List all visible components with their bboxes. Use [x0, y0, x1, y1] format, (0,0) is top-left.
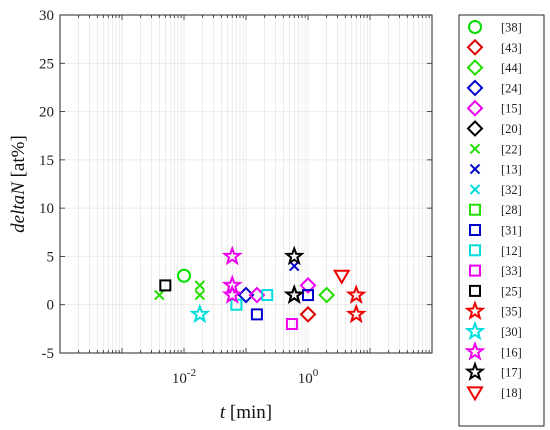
y-tick-label: 10 — [39, 201, 54, 217]
legend-marker — [469, 143, 481, 155]
data-point — [318, 286, 336, 304]
legend-marker — [466, 79, 484, 97]
data-point — [285, 318, 298, 331]
legend-marker — [469, 244, 481, 257]
legend-label: [35] — [501, 305, 522, 319]
x-tick-label: 10-2 — [172, 367, 196, 387]
legend-marker — [464, 361, 486, 381]
legend-marker — [464, 340, 486, 361]
data-point — [159, 279, 172, 292]
legend-marker — [469, 163, 481, 175]
y-axis-title: deltaN [at%] — [8, 135, 29, 233]
data-point — [194, 289, 206, 301]
legend-frame — [458, 14, 545, 427]
legend-label: [33] — [501, 264, 522, 278]
legend-label: [16] — [501, 345, 522, 359]
legend-marker — [466, 59, 484, 77]
data-point — [283, 245, 305, 266]
data-point — [302, 289, 314, 302]
legend-marker — [469, 264, 481, 277]
legend-marker — [466, 38, 484, 56]
data-point — [221, 245, 243, 266]
legend-label: [13] — [501, 163, 522, 177]
y-tick-label: 15 — [39, 153, 54, 169]
data-point — [177, 268, 191, 283]
legend-marker — [464, 320, 486, 341]
legend-marker — [469, 184, 481, 195]
grid — [59, 14, 432, 354]
legend-marker — [466, 120, 484, 137]
legend-label: [20] — [501, 122, 522, 136]
legend-marker — [464, 300, 486, 321]
legend-label: [30] — [501, 325, 522, 339]
y-tick-label: 5 — [47, 249, 55, 265]
axis-ticks — [59, 14, 432, 354]
legend-marker — [466, 99, 484, 117]
legend-label: [24] — [501, 81, 522, 95]
legend-label: [25] — [501, 284, 522, 298]
legend-label: [12] — [501, 244, 522, 258]
data-point — [261, 289, 274, 302]
legend-marker — [469, 284, 481, 297]
data-point — [345, 284, 367, 304]
data-point — [299, 305, 317, 323]
legend-marker — [469, 224, 481, 236]
data-point — [332, 269, 351, 285]
legend-marker — [468, 20, 482, 34]
x-axis-title: t [min] — [220, 402, 272, 423]
legend-label: [32] — [501, 183, 522, 197]
data-point — [283, 284, 305, 304]
y-tick-label: 30 — [39, 8, 54, 24]
legend-label: [22] — [501, 142, 522, 156]
y-tick-label: 25 — [39, 56, 54, 72]
legend-marker — [469, 203, 481, 216]
data-point — [189, 303, 211, 324]
legend-label: [28] — [501, 203, 522, 217]
data-point — [237, 286, 255, 304]
legend-items: [38] [43] [44] [24] [15] [20] [22] [13] [32] [28]… — [464, 20, 522, 402]
legend-label: [44] — [501, 61, 522, 75]
x-tick-label: 100 — [298, 367, 319, 387]
data-point — [221, 284, 243, 304]
legend: [38] [43] [44] [24] [15] [20] [22] [13] [32] [28]… — [458, 14, 545, 427]
legend-label: [43] — [501, 41, 522, 55]
y-tick-label: 20 — [39, 105, 54, 121]
data-point — [299, 276, 317, 294]
legend-marker — [466, 386, 484, 402]
legend-label: [18] — [501, 386, 522, 400]
y-tick-labels: -5 0 5 10 15 20 25 30 — [39, 8, 54, 362]
y-tick-label: -5 — [42, 346, 55, 362]
data-point — [154, 289, 165, 301]
data-point — [194, 280, 206, 291]
data-point — [345, 303, 367, 324]
data-points — [154, 245, 367, 331]
data-point — [289, 260, 300, 272]
legend-label: [17] — [501, 366, 522, 380]
legend-label: [31] — [501, 224, 522, 238]
legend-label: [15] — [501, 102, 522, 116]
x-tick-labels: 10-2 100 — [172, 367, 319, 387]
legend-label: [38] — [501, 21, 522, 35]
y-tick-label: 0 — [47, 298, 55, 314]
data-point — [250, 308, 263, 321]
